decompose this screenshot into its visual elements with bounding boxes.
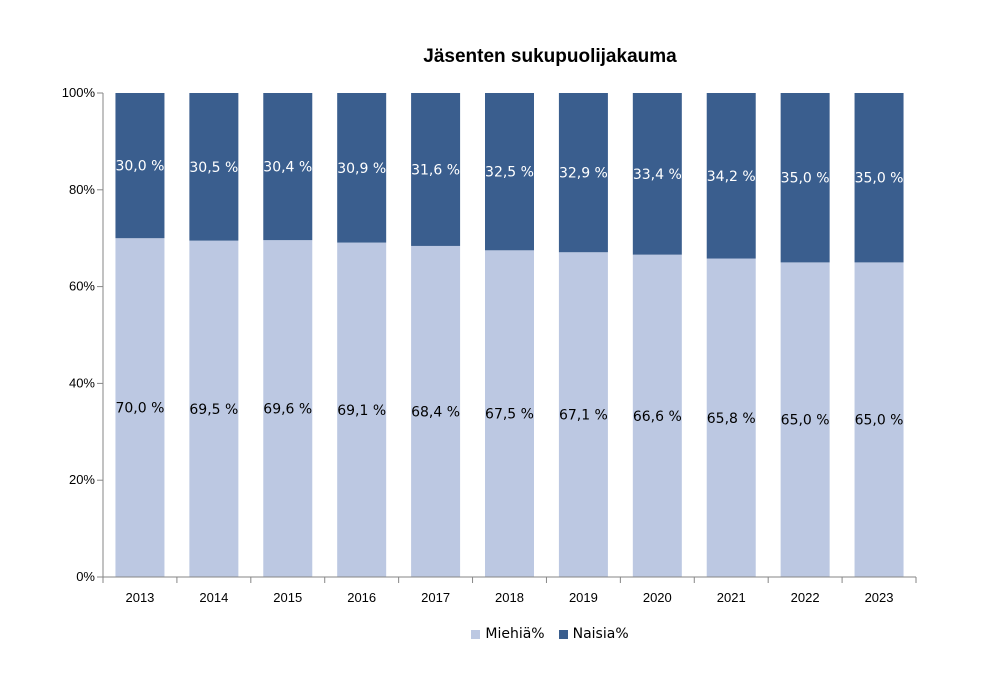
bar-men-2022 [780, 262, 830, 577]
bar-women-2020 [632, 93, 682, 255]
data-label-women-2017: 31,6 % [411, 162, 460, 178]
bar-men-2017 [411, 245, 461, 577]
legend-label-women: Naisia% [572, 626, 629, 642]
data-label-men-2019: 67,1 % [559, 408, 608, 424]
data-label-women-2018: 32,5 % [485, 165, 534, 181]
bar-women-2023 [854, 93, 904, 263]
y-tick-label: 100% [62, 85, 96, 100]
data-label-women-2019: 32,9 % [559, 166, 608, 182]
data-label-women-2022: 35,0 % [781, 171, 830, 187]
y-tick-label: 40% [69, 375, 95, 390]
data-label-men-2016: 69,1 % [337, 403, 386, 419]
bar-men-2023 [854, 262, 904, 577]
x-tick-label-2013: 2013 [125, 590, 154, 605]
data-label-men-2014: 69,5 % [189, 402, 238, 418]
x-tick-label-2019: 2019 [569, 590, 598, 605]
bar-men-2021 [706, 258, 756, 577]
bar-women-2021 [706, 93, 756, 259]
legend-item-men: Miehiä% [471, 626, 545, 642]
data-label-women-2014: 30,5 % [189, 160, 238, 176]
legend-swatch-men [471, 629, 481, 639]
data-label-men-2013: 70,0 % [115, 401, 164, 417]
bar-women-2016 [337, 93, 387, 243]
legend-label-men: Miehiä% [485, 626, 545, 642]
bar-men-2019 [558, 252, 608, 577]
data-label-women-2016: 30,9 % [337, 161, 386, 177]
chart-title: Jäsenten sukupuolijakauma [423, 46, 677, 67]
bar-women-2018 [485, 93, 534, 251]
bar-men-2014 [189, 240, 239, 577]
x-tick-label-2022: 2022 [791, 590, 820, 605]
bar-men-2018 [485, 250, 534, 578]
bar-men-2013 [115, 238, 165, 577]
data-label-men-2017: 68,4 % [411, 404, 460, 420]
bar-men-2020 [632, 254, 682, 577]
y-tick-label: 20% [69, 472, 95, 487]
data-label-women-2023: 35,0 % [855, 171, 904, 187]
bar-women-2017 [411, 93, 461, 246]
y-tick-label: 0% [76, 569, 95, 584]
data-label-men-2015: 69,6 % [263, 402, 312, 418]
data-label-men-2023: 65,0 % [855, 413, 904, 429]
y-tick-label: 80% [69, 182, 95, 197]
data-label-men-2022: 65,0 % [781, 413, 830, 429]
data-label-men-2018: 67,5 % [485, 407, 534, 423]
x-tick-label-2014: 2014 [199, 590, 228, 605]
bar-women-2022 [780, 93, 830, 263]
data-label-men-2020: 66,6 % [633, 409, 682, 425]
data-label-men-2021: 65,8 % [707, 411, 756, 427]
x-tick-label-2021: 2021 [717, 590, 746, 605]
bar-women-2015 [263, 93, 313, 241]
x-tick-label-2020: 2020 [643, 590, 672, 605]
data-label-women-2020: 33,4 % [633, 167, 682, 183]
legend: Miehiä% Naisia% [0, 626, 1000, 642]
bar-women-2014 [189, 93, 239, 241]
legend-item-women: Naisia% [558, 626, 629, 642]
legend-swatch-women [558, 629, 568, 639]
data-label-women-2015: 30,4 % [263, 160, 312, 176]
x-tick-label-2018: 2018 [495, 590, 524, 605]
x-tick-label-2017: 2017 [421, 590, 450, 605]
data-label-women-2021: 34,2 % [707, 169, 756, 185]
data-label-women-2013: 30,0 % [115, 159, 164, 175]
x-tick-label-2016: 2016 [347, 590, 376, 605]
x-tick-label-2023: 2023 [865, 590, 894, 605]
bar-women-2019 [558, 93, 608, 253]
x-tick-label-2015: 2015 [273, 590, 302, 605]
bar-men-2015 [263, 240, 313, 578]
bar-men-2016 [337, 242, 387, 577]
y-tick-label: 60% [69, 279, 95, 294]
bar-women-2013 [115, 93, 165, 239]
